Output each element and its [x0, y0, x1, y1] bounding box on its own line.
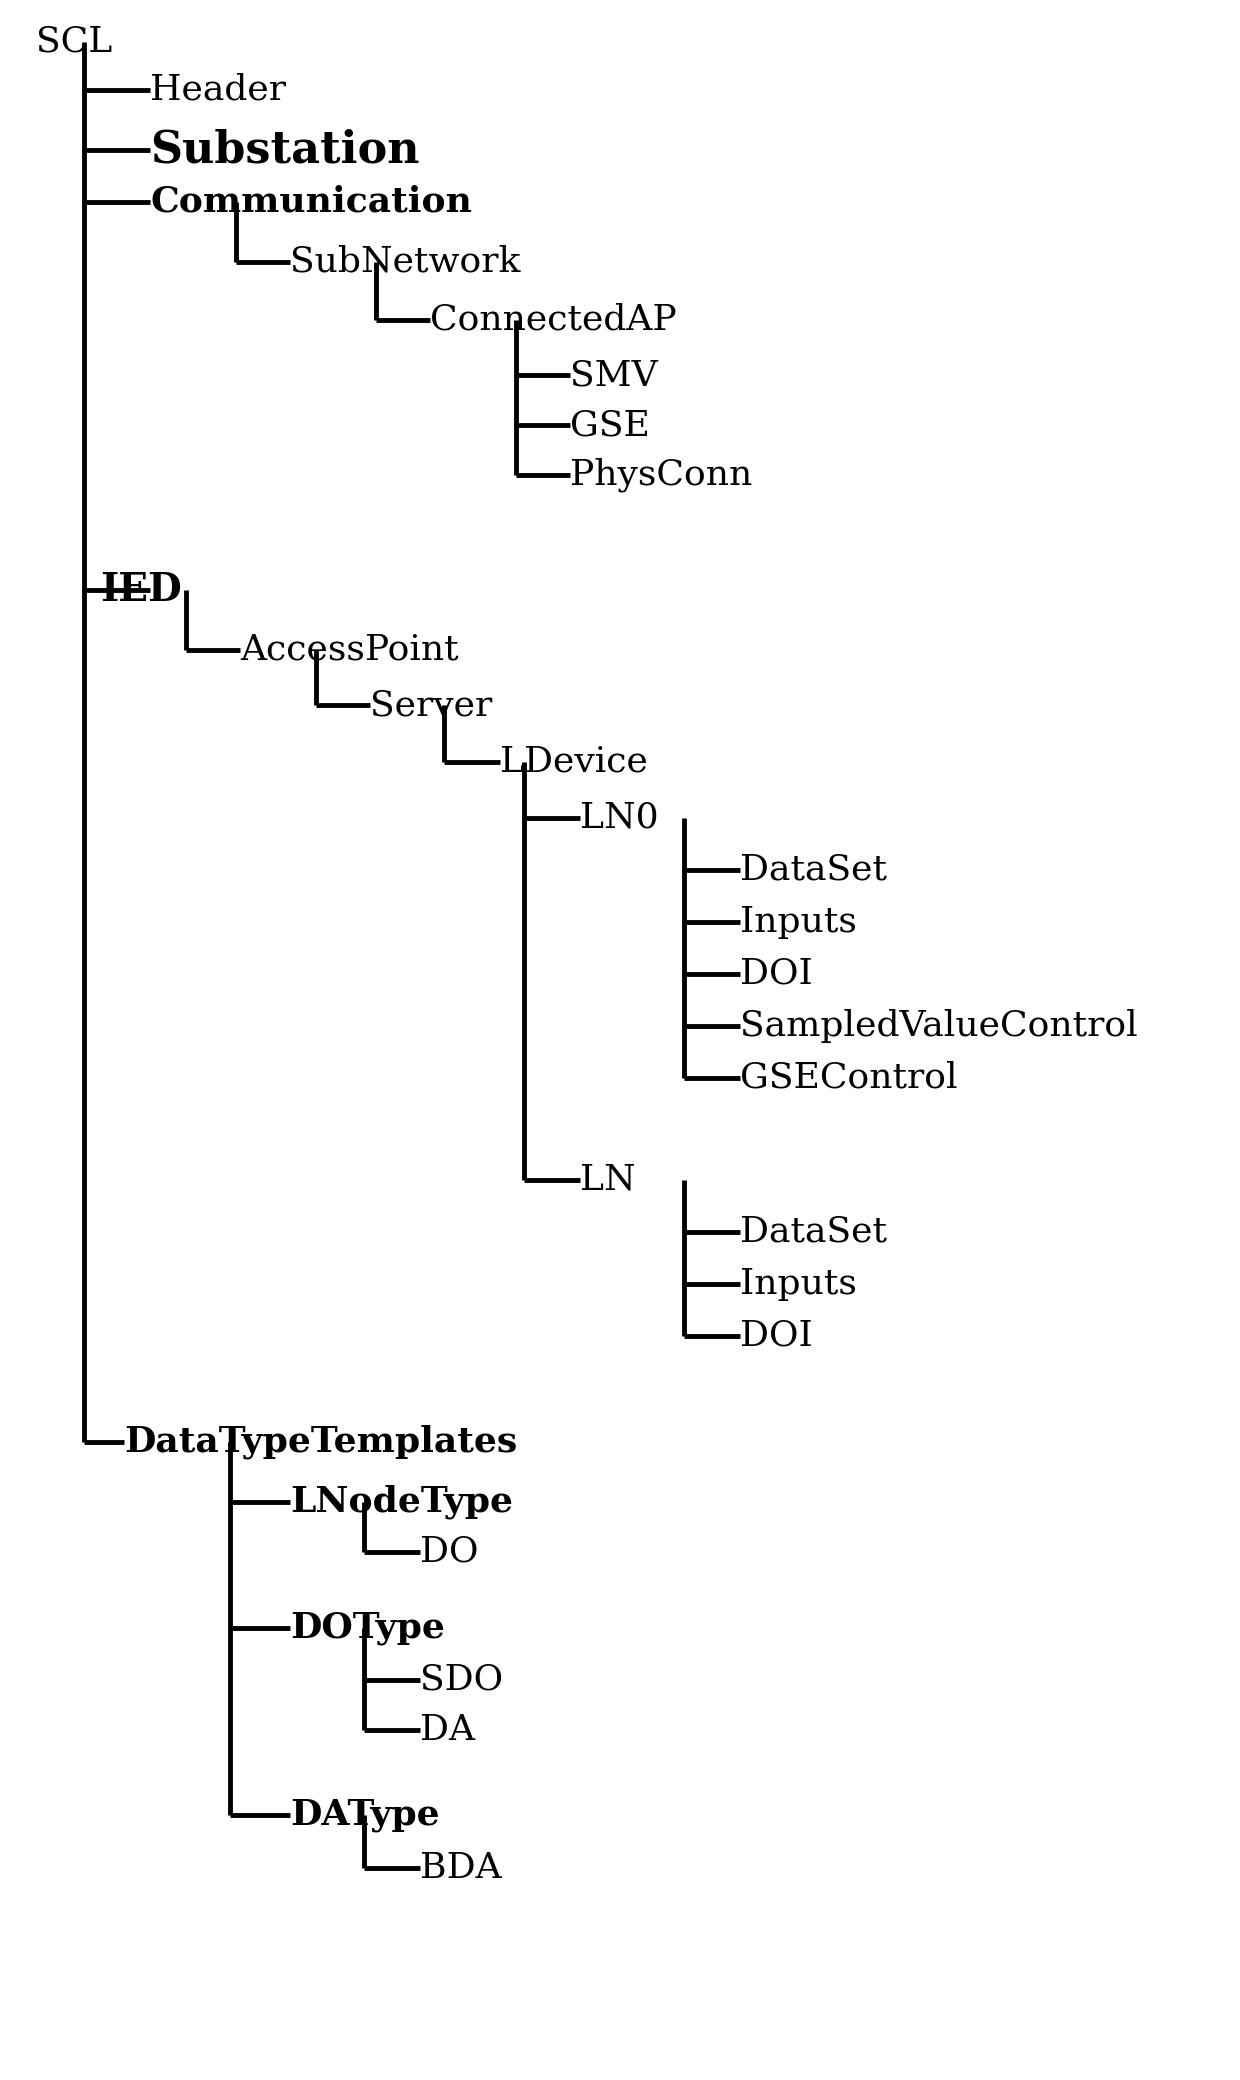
Text: LN: LN — [580, 1163, 636, 1196]
Text: DataSet: DataSet — [740, 1215, 887, 1248]
Text: IED: IED — [100, 572, 182, 609]
Text: GSEControl: GSEControl — [740, 1061, 957, 1094]
Text: LN0: LN0 — [580, 801, 658, 834]
Text: Server: Server — [370, 688, 492, 722]
Text: Inputs: Inputs — [740, 905, 857, 938]
Text: BDA: BDA — [420, 1851, 502, 1884]
Text: Substation: Substation — [150, 129, 419, 171]
Text: DOType: DOType — [290, 1612, 445, 1645]
Text: AccessPoint: AccessPoint — [241, 632, 459, 668]
Text: SDO: SDO — [420, 1664, 503, 1697]
Text: DA: DA — [420, 1714, 475, 1747]
Text: SMV: SMV — [570, 358, 657, 391]
Text: DAType: DAType — [290, 1797, 440, 1832]
Text: DOI: DOI — [740, 957, 812, 990]
Text: DOI: DOI — [740, 1319, 812, 1352]
Text: DataSet: DataSet — [740, 853, 887, 886]
Text: LDevice: LDevice — [500, 745, 647, 780]
Text: SampledValueControl: SampledValueControl — [740, 1009, 1138, 1042]
Text: ConnectedAP: ConnectedAP — [430, 304, 677, 337]
Text: LNodeType: LNodeType — [290, 1485, 513, 1518]
Text: Header: Header — [150, 73, 286, 106]
Text: SubNetwork: SubNetwork — [290, 245, 521, 279]
Text: Inputs: Inputs — [740, 1267, 857, 1300]
Text: SCL: SCL — [36, 25, 113, 58]
Text: Communication: Communication — [150, 185, 472, 218]
Text: GSE: GSE — [570, 408, 650, 441]
Text: DO: DO — [420, 1535, 479, 1568]
Text: PhysConn: PhysConn — [570, 458, 753, 493]
Text: DataTypeTemplates: DataTypeTemplates — [124, 1425, 517, 1460]
